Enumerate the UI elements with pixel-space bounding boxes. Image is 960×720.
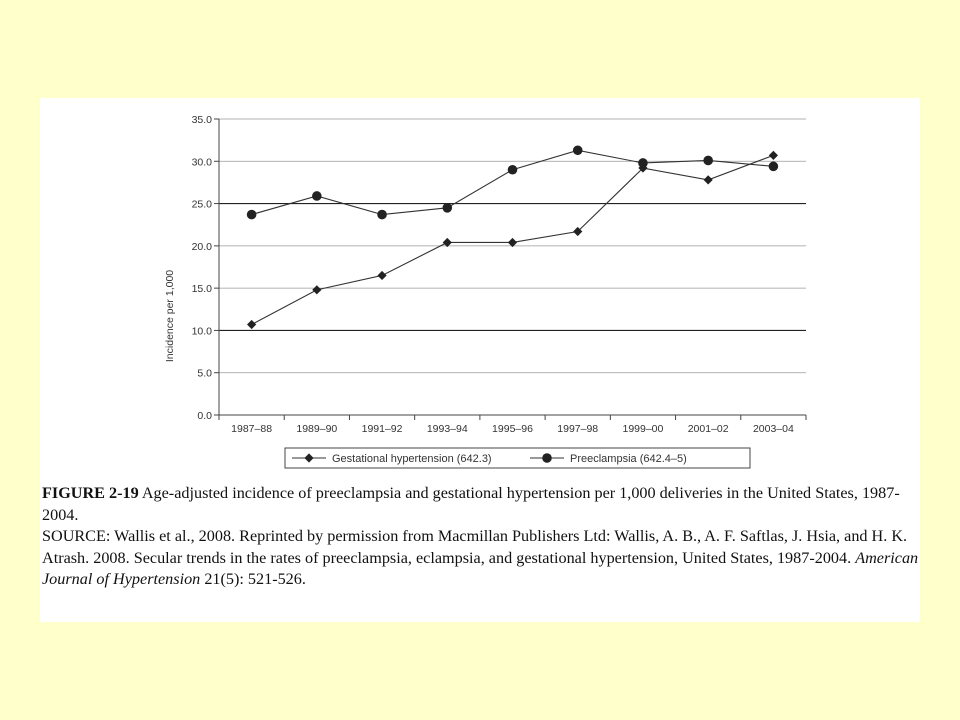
x-tick-label: 2003–04 xyxy=(753,423,794,435)
series-line-preeclampsia xyxy=(251,149,774,216)
figure-description: Age-adjusted incidence of preeclampsia a… xyxy=(42,484,900,524)
preeclampsia-point xyxy=(768,161,779,172)
gestational-hypertension-point xyxy=(703,175,713,185)
legend-label: Gestational hypertension (642.3) xyxy=(332,453,492,465)
gestational-hypertension-point xyxy=(247,319,257,330)
y-tick-label: 35.0 xyxy=(192,114,213,126)
preeclampsia-point xyxy=(572,145,583,156)
y-axis-title: Incidence per 1,000 xyxy=(164,270,176,362)
y-tick-label: 10.0 xyxy=(192,325,213,337)
preeclampsia-point xyxy=(703,155,713,166)
line-chart: 0.0 5.0 10.0 15.0 20.0 25.0 30.0 35.0 1987–88 198… xyxy=(164,114,807,469)
preeclampsia-point xyxy=(507,164,518,175)
preeclampsia-point xyxy=(638,158,648,168)
source-text: SOURCE: Wallis et al., 2008. Reprinted b… xyxy=(42,527,908,567)
gestational-hypertension-point xyxy=(507,237,518,248)
y-tick-label: 0.0 xyxy=(197,410,212,422)
x-tick-label: 1991–92 xyxy=(362,423,403,435)
figure-label: FIGURE 2-19 xyxy=(42,484,139,502)
preeclampsia-point xyxy=(442,203,453,213)
x-tick-label: 1997–98 xyxy=(557,423,598,435)
journal-name: American Journal of Hypertension xyxy=(42,548,919,589)
x-tick-label: 1993–94 xyxy=(427,423,468,435)
legend-label: Preeclampsia (642.4–5) xyxy=(570,453,687,465)
legend-marker xyxy=(304,453,314,463)
preeclampsia-point xyxy=(312,191,322,201)
gestational-hypertension-point xyxy=(377,270,387,281)
gestational-hypertension-point xyxy=(768,150,778,160)
citation-end: 21(5): 521-526. xyxy=(200,570,306,588)
y-tick-label: 30.0 xyxy=(192,156,213,168)
figure-panel: 0.0 5.0 10.0 15.0 20.0 25.0 30.0 35.0 1987–88 198… xyxy=(40,98,920,622)
x-tick-label: 1989–90 xyxy=(296,423,337,435)
x-tick-label: 2001–02 xyxy=(688,423,729,435)
y-tick-label: 5.0 xyxy=(197,368,212,380)
legend: Gestational hypertension (642.3) Preeclam… xyxy=(284,447,751,469)
legend-marker xyxy=(542,453,552,463)
y-tick-label: 25.0 xyxy=(192,199,213,211)
gestational-hypertension-point xyxy=(312,285,322,295)
y-tick-label: 15.0 xyxy=(192,283,213,295)
figure-caption: FIGURE 2-19 Age-adjusted incidence of pr… xyxy=(42,483,922,591)
gestational-hypertension-point xyxy=(442,237,452,248)
y-tick-label: 20.0 xyxy=(192,241,213,253)
preeclampsia-point xyxy=(377,209,387,220)
x-tick-label: 1999–00 xyxy=(622,423,663,435)
x-tick-label: 1995–96 xyxy=(492,423,533,435)
gestational-hypertension-point xyxy=(573,226,583,237)
preeclampsia-point xyxy=(246,209,257,220)
x-tick-label: 1987–88 xyxy=(231,423,272,435)
